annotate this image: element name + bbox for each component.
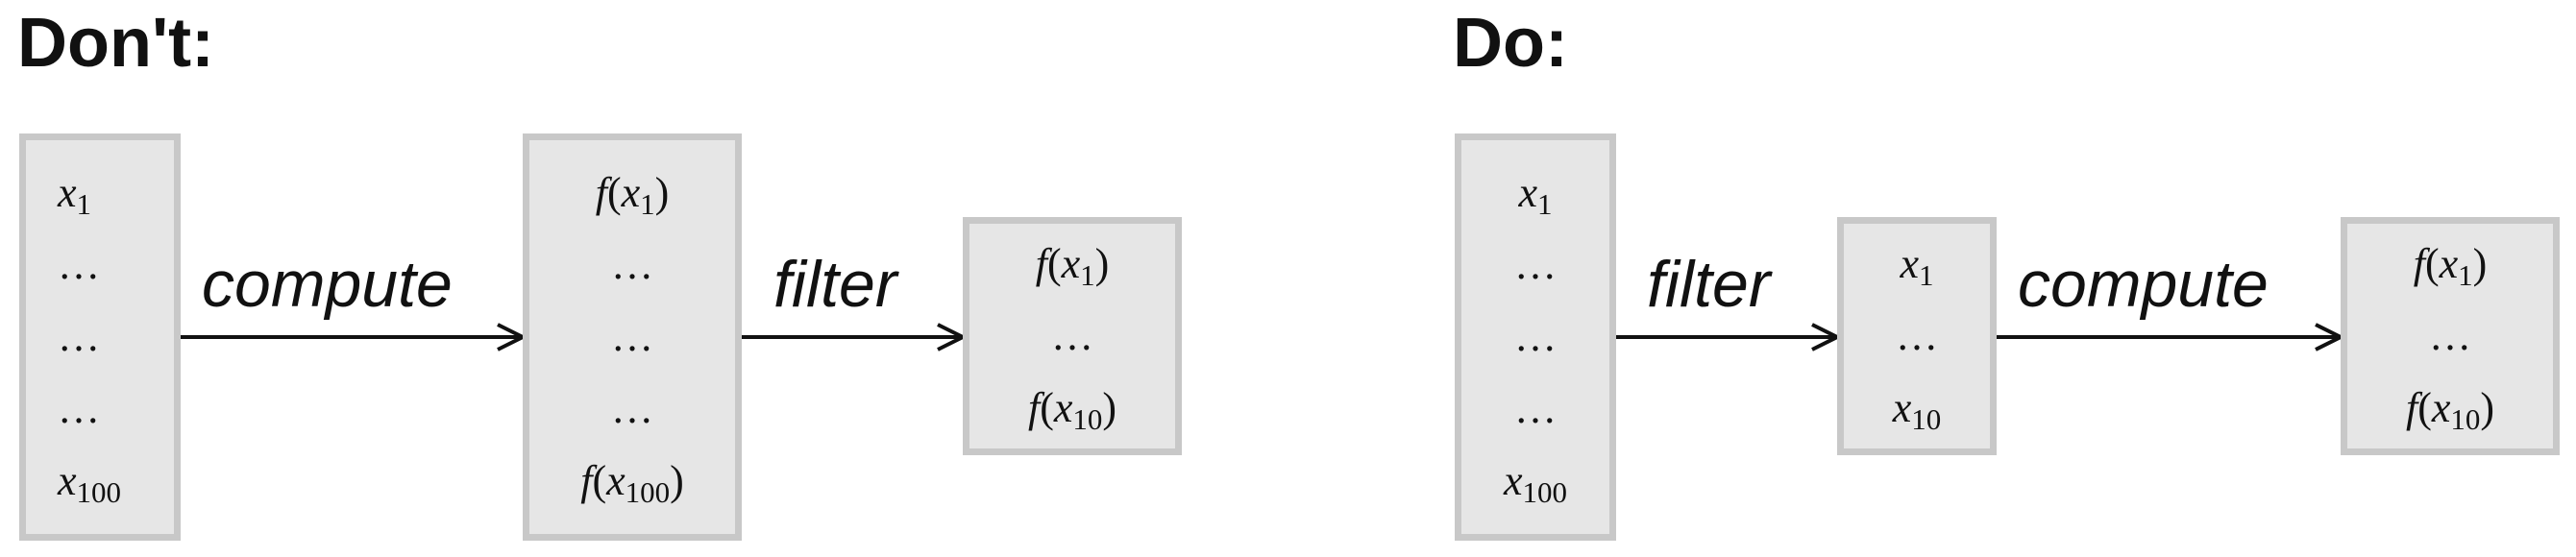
box-entry: … [58,313,100,360]
do-input-box: x1 … … … x100 [1455,133,1616,541]
box-entry: … [1514,313,1557,360]
box-entry: … [611,241,653,288]
dont-heading: Don't: [17,5,215,82]
dont-compute-label: compute [202,248,453,321]
box-entry: x100 [58,457,122,509]
dont-mid-box: f(x1) … … … f(x100) [523,133,742,541]
dont-filter-label: filter [773,248,897,321]
box-entry: f(x100) [580,457,684,509]
do-filter-label: filter [1647,248,1771,321]
box-entry: … [58,241,100,288]
arrowhead-icon [1811,323,1839,351]
box-entry: x1 [1900,240,1934,292]
do-compute-label: compute [2018,248,2269,321]
do-filter-arrow [1616,323,1839,351]
box-entry: … [2429,312,2471,359]
arrowhead-icon [937,323,965,351]
do-mid-box: x1 … x10 [1837,217,1997,455]
arrowhead-icon [2315,323,2343,351]
box-entry: … [1514,241,1557,288]
do-output-box: f(x1) … f(x10) [2341,217,2560,455]
dont-input-box: x1 … … … x100 [19,133,181,541]
box-entry: … [611,313,653,360]
box-entry: f(x10) [2405,384,2495,436]
box-entry: … [58,385,100,432]
box-entry: … [1896,312,1938,359]
box-entry: f(x10) [1027,384,1117,436]
do-compute-arrow [1997,323,2343,351]
do-heading: Do: [1453,5,1568,82]
arrowhead-icon [497,323,525,351]
dont-output-box: f(x1) … f(x10) [963,217,1182,455]
box-entry: f(x1) [1035,240,1110,292]
box-entry: x1 [58,169,92,221]
box-entry: x1 [1518,169,1553,221]
box-entry: … [611,385,653,432]
box-entry: … [1051,312,1093,359]
dont-compute-arrow [181,323,525,351]
box-entry: f(x1) [2413,240,2488,292]
box-entry: … [1514,385,1557,432]
dont-filter-arrow [742,323,965,351]
box-entry: x10 [1892,384,1942,436]
box-entry: x100 [1503,457,1568,509]
box-entry: f(x1) [595,169,670,221]
